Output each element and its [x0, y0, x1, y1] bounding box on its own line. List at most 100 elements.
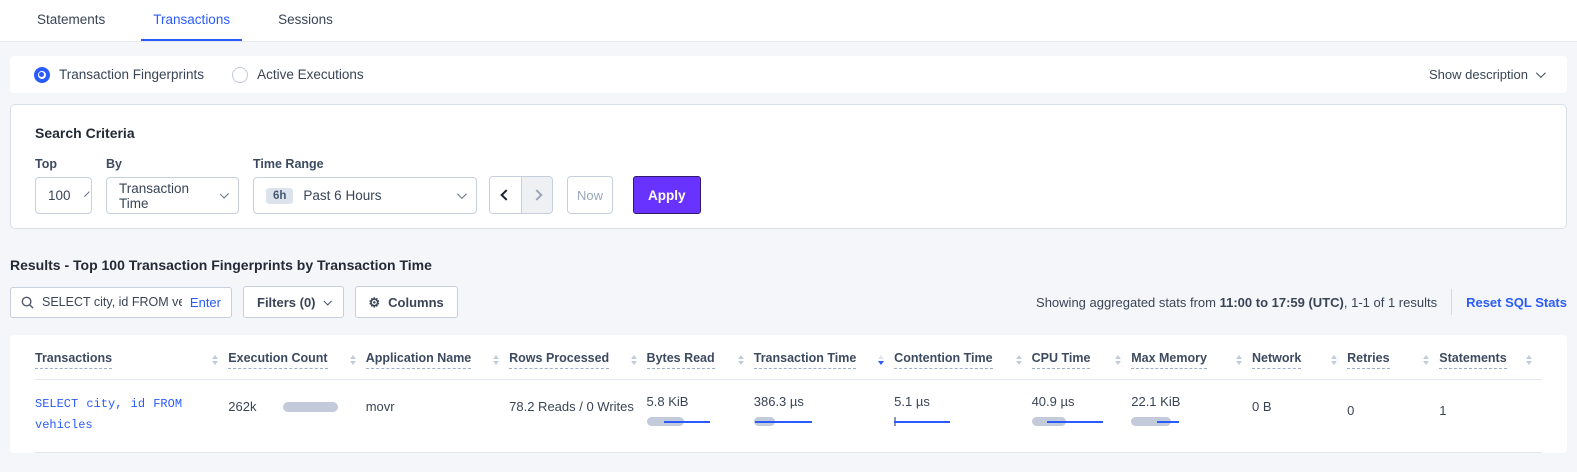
radio-label: Active Executions — [257, 67, 364, 82]
sort-icon[interactable] — [630, 355, 637, 365]
time-range-next-button[interactable] — [521, 177, 552, 213]
stats-prefix: Showing aggregated stats from — [1036, 294, 1220, 310]
vertical-divider — [1451, 289, 1453, 315]
col-header-contention-time[interactable]: Contention Time — [894, 351, 993, 369]
col-header-retries[interactable]: Retries — [1347, 351, 1390, 369]
time-range-value-wrap: 6h Past 6 Hours — [266, 187, 382, 204]
sort-icon-active-desc[interactable] — [878, 355, 885, 365]
gear-icon: ⚙ — [368, 294, 381, 310]
bytes-read-bar — [646, 417, 729, 427]
sort-icon[interactable] — [1236, 355, 1243, 365]
table-header-row: Transactions Execution Count Application… — [35, 335, 1542, 380]
col-header-statements[interactable]: Statements — [1439, 351, 1507, 369]
radio-active-executions[interactable]: Active Executions — [232, 66, 364, 83]
search-criteria-card: Search Criteria Top 100 By Transaction T… — [10, 104, 1567, 229]
sort-icon[interactable] — [1526, 355, 1532, 365]
col-header-cpu-time[interactable]: CPU Time — [1031, 351, 1091, 369]
top-select[interactable]: 100 — [35, 177, 92, 214]
tab-sessions[interactable]: Sessions — [278, 12, 333, 27]
chevron-down-icon — [322, 297, 332, 306]
aggregated-stats-text: Showing aggregated stats from 11:00 to 1… — [1036, 295, 1437, 310]
search-input[interactable] — [42, 295, 182, 309]
show-description-toggle[interactable]: Show description — [1429, 67, 1546, 82]
view-toggle-card: Transaction Fingerprints Active Executio… — [10, 56, 1567, 93]
sort-icon[interactable] — [212, 355, 219, 365]
view-toggle-group: Transaction Fingerprints Active Executio… — [34, 66, 364, 83]
tab-transactions[interactable]: Transactions — [141, 0, 243, 41]
time-range-field-label: Time Range — [253, 157, 324, 171]
search-criteria-title: Search Criteria — [35, 125, 135, 141]
sort-icon[interactable] — [349, 355, 356, 365]
col-header-network[interactable]: Network — [1252, 351, 1302, 369]
col-header-execution-count[interactable]: Execution Count — [228, 351, 328, 369]
filters-label: Filters (0) — [257, 294, 316, 310]
sort-icon[interactable] — [493, 355, 500, 365]
radio-label: Transaction Fingerprints — [59, 67, 205, 82]
col-header-rows-processed[interactable]: Rows Processed — [509, 351, 610, 369]
by-field: By Transaction Time — [106, 157, 239, 214]
col-header-max-memory[interactable]: Max Memory — [1131, 351, 1207, 369]
retries-value: 0 — [1347, 403, 1355, 418]
chevron-right-icon — [531, 189, 543, 201]
sort-icon[interactable] — [1115, 355, 1122, 365]
sort-icon[interactable] — [1015, 355, 1022, 365]
chevron-left-icon — [499, 189, 512, 201]
by-select-value: Transaction Time — [119, 180, 190, 211]
time-range-badge: 6h — [266, 187, 294, 204]
sort-icon[interactable] — [1331, 355, 1338, 365]
top-field-label: Top — [35, 157, 57, 171]
tab-statements[interactable]: Statements — [37, 12, 106, 27]
chevron-down-icon — [456, 189, 467, 200]
execution-count-value: 262k — [228, 399, 257, 414]
sort-icon[interactable] — [737, 355, 744, 365]
apply-button[interactable]: Apply — [633, 176, 701, 214]
contention-time-value: 5.1 µs — [894, 394, 930, 409]
col-header-bytes-read[interactable]: Bytes Read — [646, 351, 715, 369]
columns-label: Columns — [388, 294, 444, 310]
search-criteria-form: Top 100 By Transaction Time Time Range 6… — [35, 157, 1542, 214]
col-header-transactions[interactable]: Transactions — [35, 351, 113, 369]
col-header-application-name[interactable]: Application Name — [365, 351, 472, 369]
show-description-label: Show description — [1429, 67, 1528, 82]
now-button[interactable]: Now — [567, 176, 613, 214]
top-field: Top 100 — [35, 157, 92, 214]
stats-area: Showing aggregated stats from 11:00 to 1… — [1036, 289, 1567, 315]
filters-button[interactable]: Filters (0) — [243, 286, 344, 318]
time-range-value: Past 6 Hours — [303, 188, 382, 203]
sort-icon[interactable] — [1423, 355, 1430, 365]
application-name-value: movr — [365, 399, 395, 414]
chevron-down-icon — [219, 189, 230, 199]
chevron-down-icon — [1535, 68, 1546, 79]
reset-sql-stats-link[interactable]: Reset SQL Stats — [1466, 294, 1567, 310]
transaction-fingerprint-link[interactable]: SELECT city, id FROM vehicles — [35, 397, 183, 432]
time-range-select[interactable]: 6h Past 6 Hours — [253, 177, 477, 214]
time-range-field: Time Range 6h Past 6 Hours — [253, 157, 477, 214]
time-range-prev-button[interactable] — [490, 177, 521, 213]
col-header-transaction-time[interactable]: Transaction Time — [753, 351, 857, 369]
execution-count-bar — [283, 401, 339, 412]
contention-time-bar — [894, 417, 976, 427]
max-memory-bar — [1131, 417, 1213, 427]
page-tabbar: Statements Transactions Sessions — [0, 0, 1577, 42]
rows-processed-value: 78.2 Reads / 0 Writes — [509, 399, 634, 414]
transaction-time-value: 386.3 µs — [753, 394, 804, 409]
results-heading: Results - Top 100 Transaction Fingerprin… — [10, 257, 432, 273]
transactions-table: Transactions Execution Count Application… — [35, 335, 1542, 453]
table-row[interactable]: SELECT city, id FROM vehicles 262k movr … — [35, 379, 1542, 453]
radio-unselected-icon — [232, 66, 249, 83]
by-field-label: By — [106, 157, 122, 171]
transaction-time-bar — [753, 417, 836, 427]
chevron-down-icon — [83, 191, 90, 197]
top-select-value: 100 — [48, 188, 71, 203]
stats-suffix: , 1-1 of 1 results — [1343, 294, 1438, 310]
columns-button[interactable]: ⚙ Columns — [354, 286, 458, 318]
search-enter-button[interactable]: Enter — [189, 294, 221, 310]
statement-search-box: Enter — [10, 286, 232, 318]
results-controls-row: Enter Filters (0) ⚙ Columns Showing aggr… — [10, 286, 1567, 318]
transactions-table-card: Transactions Execution Count Application… — [10, 335, 1567, 453]
time-range-arrow-group — [489, 176, 553, 214]
cpu-time-bar — [1031, 417, 1114, 427]
bytes-read-value: 5.8 KiB — [646, 394, 689, 409]
radio-transaction-fingerprints[interactable]: Transaction Fingerprints — [34, 66, 205, 83]
by-select[interactable]: Transaction Time — [106, 177, 239, 214]
